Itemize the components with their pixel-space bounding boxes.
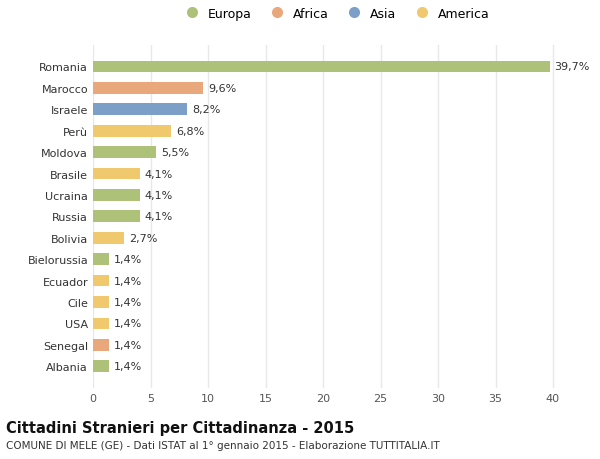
- Bar: [93, 275, 109, 287]
- Bar: [93, 168, 140, 180]
- Text: 1,4%: 1,4%: [114, 297, 142, 308]
- Bar: [93, 339, 109, 351]
- Text: Cittadini Stranieri per Cittadinanza - 2015: Cittadini Stranieri per Cittadinanza - 2…: [6, 420, 354, 435]
- Bar: [93, 147, 156, 159]
- Text: 1,4%: 1,4%: [114, 361, 142, 371]
- Bar: [93, 232, 124, 244]
- Bar: [93, 104, 187, 116]
- Text: 8,2%: 8,2%: [192, 105, 220, 115]
- Bar: [93, 254, 109, 265]
- Text: 4,1%: 4,1%: [145, 169, 173, 179]
- Bar: [93, 361, 109, 372]
- Text: 1,4%: 1,4%: [114, 255, 142, 264]
- Bar: [93, 211, 140, 223]
- Bar: [93, 62, 550, 73]
- Text: 39,7%: 39,7%: [554, 62, 590, 73]
- Text: 4,1%: 4,1%: [145, 190, 173, 201]
- Bar: [93, 297, 109, 308]
- Text: 2,7%: 2,7%: [128, 233, 157, 243]
- Bar: [93, 190, 140, 202]
- Text: 1,4%: 1,4%: [114, 340, 142, 350]
- Text: 5,5%: 5,5%: [161, 148, 189, 158]
- Text: COMUNE DI MELE (GE) - Dati ISTAT al 1° gennaio 2015 - Elaborazione TUTTITALIA.IT: COMUNE DI MELE (GE) - Dati ISTAT al 1° g…: [6, 440, 440, 450]
- Bar: [93, 83, 203, 95]
- Bar: [93, 318, 109, 330]
- Text: 1,4%: 1,4%: [114, 319, 142, 329]
- Text: 6,8%: 6,8%: [176, 126, 204, 136]
- Legend: Europa, Africa, Asia, America: Europa, Africa, Asia, America: [179, 8, 490, 21]
- Text: 1,4%: 1,4%: [114, 276, 142, 286]
- Bar: [93, 126, 171, 137]
- Text: 9,6%: 9,6%: [208, 84, 236, 94]
- Text: 4,1%: 4,1%: [145, 212, 173, 222]
